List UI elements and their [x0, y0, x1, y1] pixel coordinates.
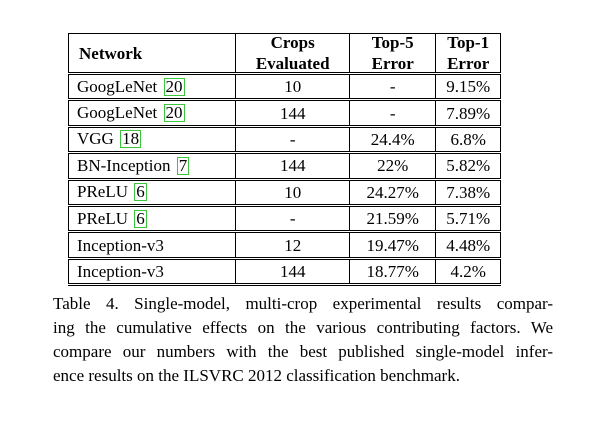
table-caption: Table 4. Single-model, multi-crop experi…: [53, 292, 553, 388]
network-name: VGG: [77, 129, 114, 149]
header-top5-line1: Top-5: [371, 33, 414, 52]
header-network: Network: [67, 33, 237, 75]
results-table-container: Network Crops Evaluated Top-5 Error Top-: [67, 33, 501, 287]
cell-network: GoogLeNet 20: [67, 72, 237, 102]
header-top5-line2: Error: [371, 54, 414, 73]
table-row: GoogLeNet 20 144 - 7.89%: [67, 99, 501, 128]
cell-crops: 10: [235, 178, 351, 207]
header-top1-line1: Top-1: [447, 33, 490, 52]
network-name: GoogLeNet: [77, 76, 158, 96]
table-row: BN-Inception 7 144 22% 5.82%: [67, 152, 501, 181]
cell-top5: 24.4%: [349, 125, 437, 155]
table-row: Inception-v3 12 19.47% 4.48%: [67, 231, 501, 260]
header-top1-line2: Error: [447, 54, 490, 73]
cell-top5-best: 18.77%: [349, 257, 437, 287]
cell-network: VGG 18: [67, 125, 237, 155]
cell-network: GoogLeNet 20: [67, 99, 237, 128]
cell-top1: 9.15%: [435, 72, 501, 102]
cell-top5: 19.47%: [349, 231, 437, 260]
citation-link[interactable]: 20: [163, 103, 185, 123]
cell-network: PReLU 6: [67, 178, 237, 207]
citation-link[interactable]: 18: [120, 129, 142, 149]
cell-crops: 144: [235, 257, 351, 287]
header-crops: Crops Evaluated: [235, 33, 351, 75]
header-top5: Top-5 Error: [349, 33, 437, 75]
citation-link[interactable]: 6: [134, 208, 147, 228]
cell-top1: 6.8%: [435, 125, 501, 155]
cell-top1-best: 4.2%: [435, 257, 501, 287]
caption-line: ence results on the ILSVRC 2012 classifi…: [53, 366, 460, 385]
network-name: GoogLeNet: [77, 103, 158, 123]
header-top1: Top-1 Error: [435, 33, 501, 75]
cell-top5: 21.59%: [349, 204, 437, 234]
cell-crops: -: [235, 125, 351, 155]
table-row: GoogLeNet 20 10 - 9.15%: [67, 72, 501, 102]
cell-network: PReLU 6: [67, 204, 237, 234]
cell-crops: 144: [235, 99, 351, 128]
citation-link[interactable]: 20: [163, 76, 185, 96]
network-name: PReLU: [77, 208, 128, 228]
cell-top1: 5.82%: [435, 152, 501, 181]
cell-crops: 12: [235, 231, 351, 260]
header-crops-line2: Evaluated: [255, 54, 330, 73]
table-header-row: Network Crops Evaluated Top-5 Error Top-: [67, 33, 501, 75]
caption-line: Table 4. Single-model, multi-crop experi…: [53, 294, 553, 313]
cell-network: Inception-v3: [67, 231, 237, 260]
cell-top1: 4.48%: [435, 231, 501, 260]
table-row: VGG 18 - 24.4% 6.8%: [67, 125, 501, 155]
network-name: BN-Inception: [77, 155, 171, 175]
cell-crops: -: [235, 204, 351, 234]
cell-top1: 7.38%: [435, 178, 501, 207]
citation-link[interactable]: 7: [176, 155, 190, 175]
cell-top5: 22%: [349, 152, 437, 181]
cell-top1: 7.89%: [435, 99, 501, 128]
caption-line: compare our numbers with the best publis…: [53, 342, 553, 361]
cell-top5: -: [349, 99, 437, 128]
cell-top5: -: [349, 72, 437, 102]
table-row: PReLU 6 - 21.59% 5.71%: [67, 204, 501, 234]
header-crops-line1: Crops: [270, 33, 315, 52]
table-row: Inception-v3 144 18.77% 4.2%: [67, 257, 501, 287]
table-row: PReLU 6 10 24.27% 7.38%: [67, 178, 501, 207]
cell-top5: 24.27%: [349, 178, 437, 207]
cell-crops: 144: [235, 152, 351, 181]
results-table: Network Crops Evaluated Top-5 Error Top-: [67, 33, 501, 287]
cell-network: BN-Inception 7: [67, 152, 237, 181]
caption-line: ing the cumulative effects on the variou…: [53, 318, 553, 337]
cell-network: Inception-v3: [67, 257, 237, 287]
network-name: PReLU: [77, 182, 128, 202]
citation-link[interactable]: 6: [134, 182, 147, 202]
cell-crops: 10: [235, 72, 351, 102]
cell-top1: 5.71%: [435, 204, 501, 234]
